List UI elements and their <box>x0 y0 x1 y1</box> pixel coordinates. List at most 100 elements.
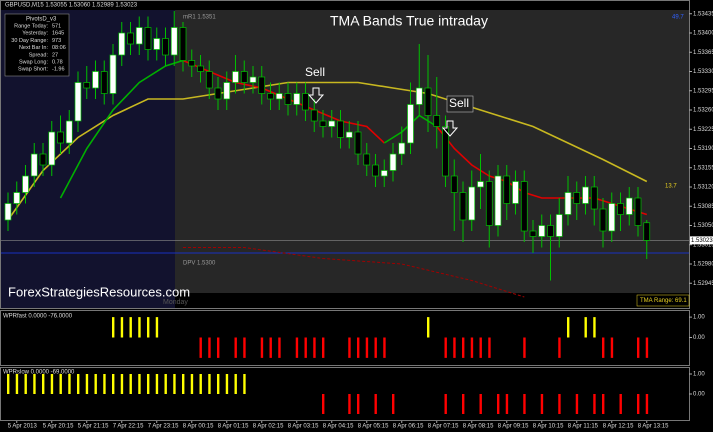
indicator-bar <box>77 374 80 394</box>
pivot-row-label: Swap Short: <box>18 67 48 73</box>
indicator-bar <box>645 394 649 414</box>
sell-label: Sell <box>305 65 325 79</box>
indicator-bar <box>147 374 150 394</box>
y-tick-label: 1.52945 <box>693 281 713 287</box>
indicator-bar <box>217 337 220 358</box>
candle-body <box>442 126 449 177</box>
candle-body <box>389 153 397 171</box>
pivot-label: mR1 1.5351 <box>183 15 216 21</box>
indicator-bar <box>558 394 561 414</box>
indicator-bar <box>462 394 465 414</box>
indicator-line <box>59 59 184 199</box>
indicator-bar <box>392 394 395 414</box>
indicator-bar <box>357 337 360 358</box>
candle-body <box>494 175 502 226</box>
indicator-bar <box>479 337 482 358</box>
pivot-box: PivotsD_v3 Range Today: 571 Yesterday: 1645… <box>4 13 70 77</box>
candle-body <box>109 54 117 94</box>
range-box <box>636 294 690 307</box>
pivot-row-value: 1645 <box>52 31 64 37</box>
indicator-bar <box>147 317 150 338</box>
y-tick-label: 1.53085 <box>693 204 713 210</box>
indicator-bar <box>59 374 62 394</box>
side-value: 13.7 <box>665 184 677 190</box>
indicator-bar <box>584 317 587 338</box>
indicator-bar <box>112 317 115 338</box>
indicator-bar <box>278 337 281 358</box>
candle-body <box>529 230 537 237</box>
y-tick-label: 1.53330 <box>693 69 713 75</box>
indicator-bar <box>138 317 141 338</box>
candle-body <box>459 192 467 221</box>
pivot-row-label: 30 Day Range: <box>11 38 48 44</box>
candle-body <box>599 208 607 232</box>
y-tick-label: 1.00 <box>693 315 705 321</box>
indicator-bar <box>575 394 579 414</box>
candle-body <box>450 175 458 193</box>
indicator-bar <box>155 317 159 338</box>
candle-body <box>232 71 239 83</box>
symbol-header: GBPUSD,M15 1.53055 1.53060 1.52989 1.530… <box>5 3 138 9</box>
indicator-bar <box>138 374 141 394</box>
pivot-box-title: PivotsD_v3 <box>26 17 57 23</box>
indicator-bar <box>444 337 447 358</box>
indicator-bar <box>593 317 596 338</box>
candle-body <box>354 131 362 155</box>
corner-value: 49.7 <box>672 15 684 21</box>
candle-body <box>153 38 161 50</box>
y-tick-label: 1.52980 <box>693 262 713 268</box>
candle-body <box>407 104 414 144</box>
indicator-bar <box>374 337 377 358</box>
indicator-bar <box>444 394 447 414</box>
indicator-bar <box>322 394 325 414</box>
indicator-bar <box>540 394 544 414</box>
candle-body <box>520 181 528 232</box>
x-tick-label: 7 Apr 22:15 <box>113 424 144 430</box>
indicator-line <box>7 81 648 221</box>
candle-body <box>267 93 274 100</box>
indicator-bar <box>234 337 237 358</box>
indicator-bar <box>567 317 570 338</box>
y-tick-label: 1.53295 <box>693 88 713 94</box>
x-tick-label: 8 Apr 07:15 <box>428 424 459 430</box>
indicator-bar <box>50 374 54 394</box>
x-tick-label: 8 Apr 11:15 <box>568 424 599 430</box>
sell-label: Sell <box>449 96 469 110</box>
indicator-bar <box>365 337 369 358</box>
indicator-bar <box>217 374 220 394</box>
sell-arrow <box>441 120 459 137</box>
indicator-bar <box>602 394 605 414</box>
indicator-bar <box>199 374 202 394</box>
candle-body <box>118 32 126 56</box>
candle-body <box>319 120 327 127</box>
indicator-bar <box>15 374 19 394</box>
candle-body <box>564 192 572 215</box>
x-tick-label: 8 Apr 02:15 <box>253 424 284 430</box>
panel-title: WPRfast 0.0000 -76.0000 <box>3 314 73 320</box>
y-tick-label: 1.53435 <box>693 11 713 17</box>
candle-body <box>22 175 29 193</box>
candle-body <box>380 170 388 177</box>
x-tick-label: 8 Apr 05:15 <box>358 424 389 430</box>
indicator-bar <box>295 337 299 358</box>
candle-body <box>83 82 91 89</box>
indicator-bar <box>462 337 465 358</box>
indicator-bar <box>120 317 124 338</box>
x-tick-label: 8 Apr 00:15 <box>183 424 214 430</box>
indicator-bar <box>260 337 264 358</box>
indicator-line <box>183 247 525 298</box>
candle-body <box>293 93 301 105</box>
candle-body <box>30 153 38 177</box>
indicator-bar <box>497 394 500 414</box>
x-tick-label: 7 Apr 23:15 <box>148 424 179 430</box>
intraday-box <box>175 10 690 293</box>
pivot-row-value: 571 <box>52 23 61 29</box>
candle-body <box>275 93 283 100</box>
candle-body <box>302 93 309 111</box>
candle-body <box>57 131 64 144</box>
indicator-bar <box>33 374 36 394</box>
candle-body <box>503 175 511 204</box>
indicator-bar <box>505 394 509 414</box>
indicator-bar <box>610 337 614 358</box>
y-tick-label: 1.53365 <box>693 50 713 56</box>
